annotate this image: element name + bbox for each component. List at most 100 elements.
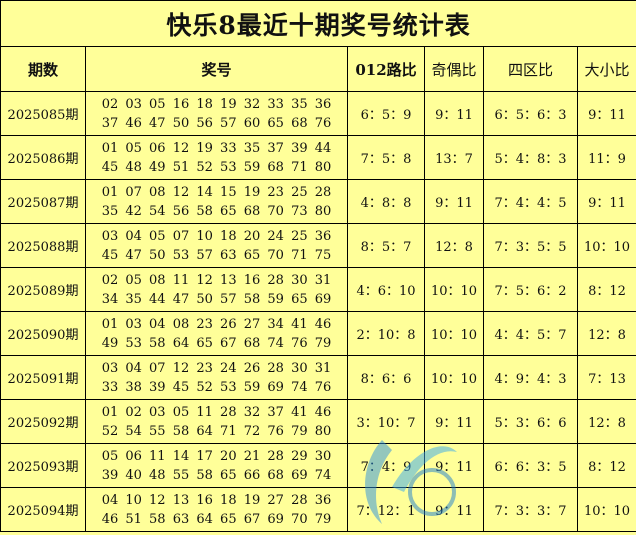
ratio-012-cell: 7：12：1 (347, 487, 425, 532)
numbers-cell: 03 04 05 07 10 18 20 24 25 36 45 47 50 53… (85, 223, 348, 268)
zones-cell: 5：3：6：6 (483, 399, 578, 444)
big-small-cell: 9：11 (576, 179, 636, 224)
period-cell: 2025087期 (0, 179, 86, 224)
odd-even-cell: 12：8 (424, 223, 484, 268)
zones-cell: 6：5：6：3 (483, 91, 578, 136)
period-cell: 2025085期 (0, 91, 86, 136)
header-zones: 四区比 (483, 46, 578, 92)
table-row: 2025087期 01 07 08 12 14 15 19 23 25 28 35 … (0, 179, 636, 224)
period-cell: 2025093期 (0, 443, 86, 488)
ratio-012-cell: 8：5：7 (347, 223, 425, 268)
big-small-cell: 7：13 (576, 355, 636, 400)
odd-even-cell: 9：11 (424, 487, 484, 532)
numbers-line-1: 01 07 08 12 14 15 19 23 25 28 (101, 184, 332, 200)
period-cell: 2025090期 (0, 311, 86, 356)
header-012-ratio: 012路比 (347, 46, 425, 92)
numbers-line-1: 04 10 12 13 16 18 19 27 28 36 (101, 492, 332, 508)
zones-cell: 4：9：4：3 (483, 355, 578, 400)
header-numbers: 奖号 (85, 46, 348, 92)
odd-even-cell: 10：10 (424, 311, 484, 356)
big-small-cell: 12：8 (576, 311, 636, 356)
zones-cell: 7：3：5：5 (483, 223, 578, 268)
zones-cell: 7：3：3：7 (483, 487, 578, 532)
numbers-cell: 03 04 07 12 23 24 26 28 30 31 33 38 39 45… (85, 355, 348, 400)
ratio-012-cell: 3：10：7 (347, 399, 425, 444)
numbers-cell: 02 03 05 16 18 19 32 33 35 36 37 46 47 50… (85, 91, 348, 136)
zones-cell: 6：6：3：5 (483, 443, 578, 488)
odd-even-cell: 13：7 (424, 135, 484, 180)
numbers-cell: 02 05 08 11 12 13 16 28 30 31 34 35 44 47… (85, 267, 348, 312)
numbers-cell: 01 02 03 05 11 28 32 37 41 46 52 54 55 58… (85, 399, 348, 444)
ratio-012-cell: 6：5：9 (347, 91, 425, 136)
header-row: 期数 奖号 012路比 奇偶比 四区比 大小比 (0, 46, 636, 92)
table-row: 2025091期 03 04 07 12 23 24 26 28 30 31 33 … (0, 355, 636, 400)
numbers-cell: 01 03 04 08 23 26 27 34 41 46 49 53 58 64… (85, 311, 348, 356)
numbers-cell: 01 05 06 12 19 33 35 37 39 44 45 48 49 51… (85, 135, 348, 180)
table-row: 2025086期 01 05 06 12 19 33 35 37 39 44 45 … (0, 135, 636, 180)
ratio-012-cell: 4：6：10 (347, 267, 425, 312)
period-cell: 2025091期 (0, 355, 86, 400)
numbers-line-1: 03 04 07 12 23 24 26 28 30 31 (101, 360, 332, 376)
big-small-cell: 10：10 (576, 487, 636, 532)
table-row: 2025090期 01 03 04 08 23 26 27 34 41 46 49 … (0, 311, 636, 356)
odd-even-cell: 10：10 (424, 267, 484, 312)
header-odd-even: 奇偶比 (424, 46, 484, 92)
ratio-012-cell: 7：5：8 (347, 135, 425, 180)
numbers-line-2: 45 47 50 53 57 63 65 70 71 75 (101, 247, 332, 263)
odd-even-cell: 10：10 (424, 355, 484, 400)
numbers-line-1: 02 03 05 16 18 19 32 33 35 36 (101, 96, 332, 112)
table-row: 2025088期 03 04 05 07 10 18 20 24 25 36 45 … (0, 223, 636, 268)
numbers-line-2: 39 40 48 55 58 65 66 68 69 74 (101, 467, 332, 483)
zones-cell: 7：4：4：5 (483, 179, 578, 224)
ratio-012-cell: 7：4：9 (347, 443, 425, 488)
big-small-cell: 8：12 (576, 443, 636, 488)
big-small-cell: 11：9 (576, 135, 636, 180)
period-cell: 2025089期 (0, 267, 86, 312)
odd-even-cell: 9：11 (424, 91, 484, 136)
numbers-line-2: 52 54 55 58 64 71 72 76 79 80 (101, 423, 332, 439)
numbers-line-1: 03 04 05 07 10 18 20 24 25 36 (101, 228, 332, 244)
table-row: 2025093期 05 06 11 14 17 20 21 28 29 30 39 … (0, 443, 636, 488)
period-cell: 2025094期 (0, 487, 86, 532)
period-cell: 2025086期 (0, 135, 86, 180)
numbers-cell: 04 10 12 13 16 18 19 27 28 36 46 51 58 63… (85, 487, 348, 532)
numbers-line-1: 01 02 03 05 11 28 32 37 41 46 (101, 404, 332, 420)
numbers-line-2: 45 48 49 51 52 53 59 68 71 80 (101, 159, 332, 175)
table-row: 2025085期 02 03 05 16 18 19 32 33 35 36 37 … (0, 91, 636, 136)
big-small-cell: 10：10 (576, 223, 636, 268)
table-row: 2025092期 01 02 03 05 11 28 32 37 41 46 52 … (0, 399, 636, 444)
header-period: 期数 (0, 46, 86, 92)
period-cell: 2025092期 (0, 399, 86, 444)
numbers-line-1: 05 06 11 14 17 20 21 28 29 30 (101, 448, 332, 464)
big-small-cell: 8：12 (576, 267, 636, 312)
numbers-line-2: 46 51 58 63 64 65 67 69 70 79 (101, 511, 332, 527)
table-title: 快乐8最近十期奖号统计表 (0, 0, 636, 47)
header-big-small: 大小比 (576, 46, 636, 92)
numbers-line-2: 34 35 44 47 50 57 58 59 65 69 (101, 291, 332, 307)
numbers-line-1: 01 05 06 12 19 33 35 37 39 44 (101, 140, 332, 156)
numbers-line-2: 37 46 47 50 56 57 60 65 68 76 (101, 115, 332, 131)
table-row: 2025089期 02 05 08 11 12 13 16 28 30 31 34 … (0, 267, 636, 312)
zones-cell: 5：4：8：3 (483, 135, 578, 180)
numbers-line-2: 35 42 54 56 58 65 68 70 73 80 (101, 203, 332, 219)
big-small-cell: 9：11 (576, 91, 636, 136)
numbers-line-2: 49 53 58 64 65 67 68 74 76 79 (101, 335, 332, 351)
odd-even-cell: 9：11 (424, 443, 484, 488)
numbers-line-2: 33 38 39 45 52 53 59 69 74 76 (101, 379, 332, 395)
ratio-012-cell: 4：8：8 (347, 179, 425, 224)
ratio-012-cell: 8：6：6 (347, 355, 425, 400)
zones-cell: 7：5：6：2 (483, 267, 578, 312)
table-body: 2025085期 02 03 05 16 18 19 32 33 35 36 37 … (0, 91, 636, 532)
odd-even-cell: 9：11 (424, 399, 484, 444)
zones-cell: 4：4：5：7 (483, 311, 578, 356)
numbers-line-1: 01 03 04 08 23 26 27 34 41 46 (101, 316, 332, 332)
big-small-cell: 12：8 (576, 399, 636, 444)
numbers-cell: 01 07 08 12 14 15 19 23 25 28 35 42 54 56… (85, 179, 348, 224)
odd-even-cell: 9：11 (424, 179, 484, 224)
numbers-line-1: 02 05 08 11 12 13 16 28 30 31 (101, 272, 332, 288)
numbers-cell: 05 06 11 14 17 20 21 28 29 30 39 40 48 55… (85, 443, 348, 488)
period-cell: 2025088期 (0, 223, 86, 268)
table-row: 2025094期 04 10 12 13 16 18 19 27 28 36 46 … (0, 487, 636, 532)
ratio-012-cell: 2：10：8 (347, 311, 425, 356)
